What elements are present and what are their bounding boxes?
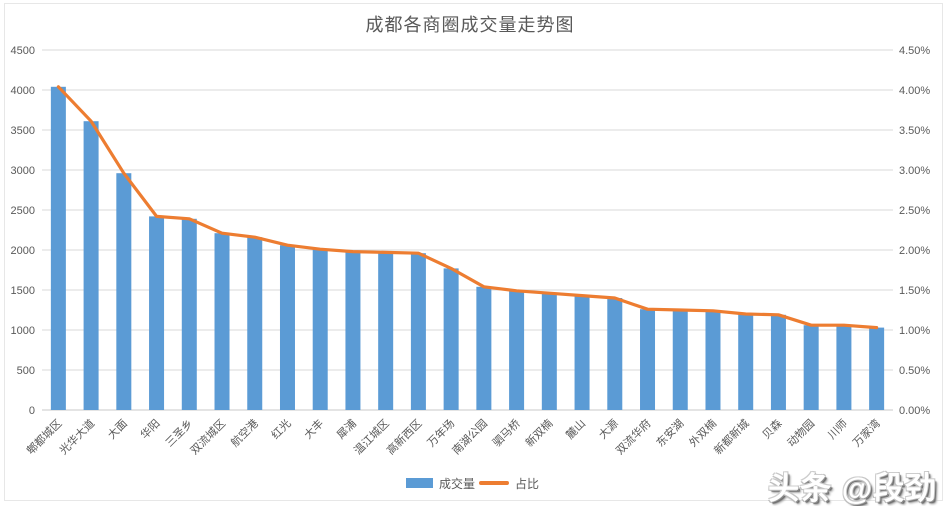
bar — [116, 173, 132, 410]
left-axis-tick-label: 0 — [29, 405, 35, 417]
bar — [607, 298, 623, 410]
category-label: 南湖公园 — [450, 417, 490, 457]
category-label: 外双楠 — [686, 416, 719, 449]
bar — [705, 310, 721, 410]
bar — [541, 293, 557, 410]
left-axis-tick-label: 3500 — [11, 125, 35, 137]
category-label: 华阳 — [137, 416, 162, 441]
left-axis-tick-label: 1500 — [11, 285, 35, 297]
category-label: 大源 — [595, 416, 620, 441]
category-label: 温江城区 — [351, 417, 391, 457]
category-label: 航空港 — [228, 416, 261, 449]
left-axis-tick-label: 4000 — [11, 85, 35, 97]
category-label: 东安湖 — [653, 416, 686, 449]
bar — [214, 233, 230, 410]
category-label: 麓山 — [563, 417, 588, 442]
bar — [770, 314, 786, 410]
bar — [149, 216, 165, 410]
left-axis-tick-label: 4500 — [11, 45, 35, 57]
category-label: 双流华府 — [613, 416, 654, 457]
bar-series-swatch-icon — [405, 478, 433, 488]
category-label: 大丰 — [301, 416, 326, 441]
category-label: 双流城区 — [187, 416, 228, 457]
bar — [312, 249, 328, 410]
category-label: 川师 — [825, 417, 850, 442]
category-label: 新都新城 — [711, 416, 752, 457]
right-axis-tick-label: 3.50% — [899, 125, 930, 137]
category-label: 万家湾 — [850, 416, 883, 449]
trend-line — [56, 85, 879, 330]
category-label: 贝森 — [759, 416, 784, 441]
bar — [345, 251, 361, 410]
category-label: 郫都城区 — [23, 416, 64, 457]
bar — [869, 327, 885, 410]
category-label: 大面 — [104, 416, 129, 441]
bar — [247, 237, 263, 410]
category-label: 万年场 — [424, 416, 457, 449]
right-axis-tick-label: 4.50% — [899, 45, 930, 57]
bar — [672, 310, 688, 410]
right-axis-tick-label: 3.00% — [899, 165, 930, 177]
bar — [476, 286, 492, 410]
category-label: 驷马桥 — [490, 417, 523, 450]
bar — [803, 325, 819, 410]
line-series-swatch-icon — [479, 481, 509, 485]
legend-label-volume: 成交量 — [438, 476, 475, 491]
bar — [410, 253, 426, 410]
left-axis-tick-label: 3000 — [11, 165, 35, 177]
bar — [836, 325, 852, 410]
left-axis-tick-label: 1000 — [11, 325, 35, 337]
bar — [738, 314, 754, 410]
right-axis-tick-label: 0.50% — [899, 365, 930, 377]
legend-item-ratio: 占比 — [479, 475, 539, 492]
right-axis-tick-label: 0.00% — [899, 405, 930, 417]
right-axis-tick-label: 1.00% — [899, 325, 930, 337]
bar — [640, 309, 656, 410]
right-axis-tick-label: 4.00% — [899, 85, 930, 97]
left-axis-tick-label: 500 — [17, 365, 35, 377]
chart-title: 成都各商圈成交量走势图 — [365, 15, 575, 35]
right-axis-tick-label: 1.50% — [899, 285, 930, 297]
category-label: 新双楠 — [522, 416, 555, 449]
bar — [83, 121, 99, 410]
category-label: 光华大道 — [56, 416, 97, 457]
bar — [50, 86, 66, 411]
left-axis-tick-label: 2500 — [11, 205, 35, 217]
left-axis-tick-label: 2000 — [11, 245, 35, 257]
bar — [509, 290, 525, 410]
category-label: 红光 — [268, 416, 293, 441]
right-axis-tick-label: 2.00% — [899, 245, 930, 257]
category-label: 高新西区 — [384, 416, 425, 457]
category-label: 三圣乡 — [163, 417, 196, 450]
bar — [279, 245, 295, 410]
right-axis-tick-label: 2.50% — [899, 205, 930, 217]
bar — [181, 218, 197, 410]
bar — [574, 295, 590, 410]
bar — [378, 252, 394, 410]
category-label: 动物园 — [784, 416, 817, 449]
legend-item-volume: 成交量 — [405, 475, 475, 492]
category-label: 犀浦 — [334, 417, 359, 442]
bar — [443, 268, 459, 410]
legend-label-ratio: 占比 — [515, 476, 540, 491]
watermark: 头条 @段劲 — [768, 471, 937, 506]
chart-legend: 成交量 占比 — [0, 473, 945, 493]
